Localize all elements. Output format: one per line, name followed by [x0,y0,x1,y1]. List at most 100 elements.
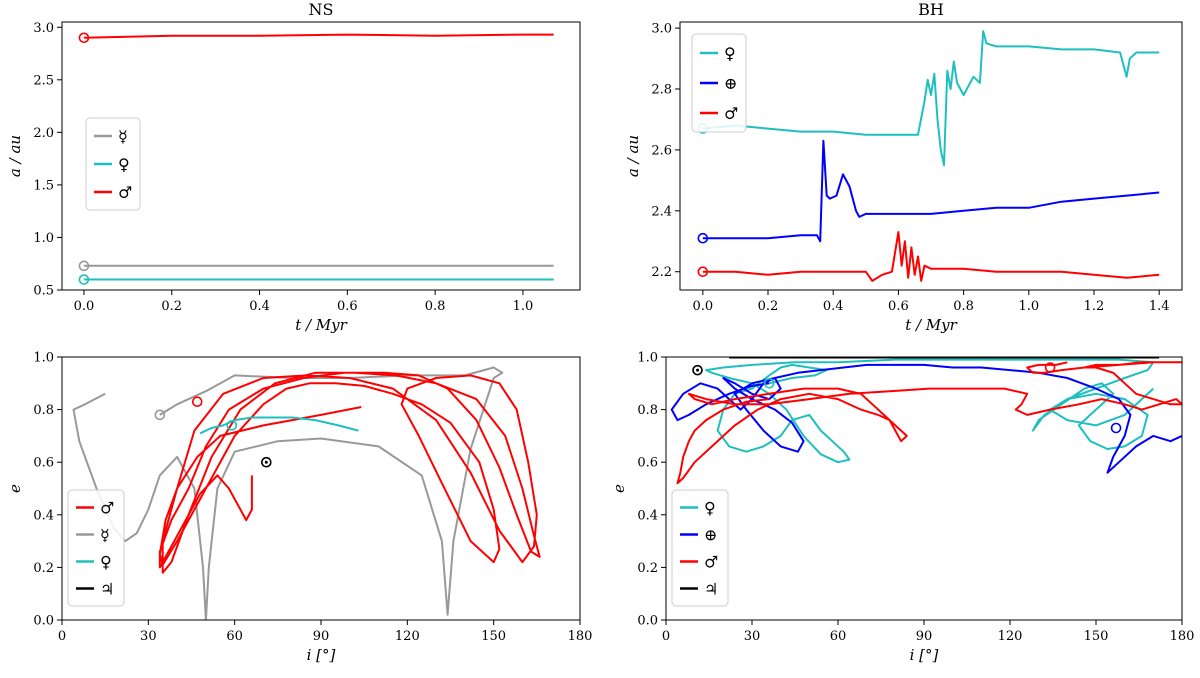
legend-box [67,489,125,607]
series-line-mars [158,371,541,574]
y-axis-label: e [6,484,24,493]
legend-box [85,117,141,211]
y-tick-label: 0.6 [637,456,658,471]
chart-bh_e: 0 30 60 90 120 150 180 0.0 0.2 0.4 0.6 0.8 1.0 i [°] e… [610,351,1194,665]
y-tick-label: 0.2 [33,561,54,576]
x-tick-label: 0.0 [692,299,713,314]
x-tick-label: 0.4 [823,299,844,314]
y-tick-label: 0.6 [33,456,54,471]
x-tick-label: 1.0 [1018,299,1039,314]
chart-ns_a: 0.0 0.2 0.4 0.6 0.8 1.0 0.5 1.0 1.5 2.0 2.5 3.0 NS t … [6,0,581,334]
legend-label: ☿ [118,127,128,146]
legend-label: ♃ [704,580,718,599]
x-tick-label: 0.2 [161,299,182,314]
x-tick-label: 0.6 [888,299,909,314]
start-marker-dot [696,368,700,372]
y-axis-label: a / au [624,135,642,177]
series-line-venus [705,358,1155,464]
y-tick-label: 2.0 [33,126,54,141]
x-tick-label: 0.2 [758,299,779,314]
chart-ns_e: 0 30 60 90 120 150 180 0.0 0.2 0.4 0.6 0.8 1.0 i [°] e… [6,351,592,665]
y-tick-label: 3.0 [651,22,672,37]
y-tick-label: 1.0 [33,231,54,246]
x-tick-label: 60 [830,629,847,644]
y-tick-label: 1.0 [33,351,54,366]
series-group [72,366,541,620]
legend-label: ♂ [100,499,114,518]
y-tick-label: 0.5 [33,284,54,299]
x-tick-label: 90 [916,629,933,644]
start-marker [1044,362,1056,373]
start-marker [692,364,703,376]
y-tick-label: 2.2 [651,265,672,280]
x-tick-label: 0.6 [337,299,358,314]
chart-title: NS [309,0,334,19]
x-tick-label: 1.4 [1149,299,1170,314]
legend-label: ⊕ [724,74,737,93]
legend-label: ♀ [118,155,130,174]
y-tick-label: 0.4 [33,508,54,523]
plot-frame [679,21,1183,291]
legend-label: ⊕ [704,526,717,545]
y-tick-label: 0.8 [637,403,658,418]
series-group [83,33,554,281]
plot-frame [61,21,581,291]
x-axis-label: t / Myr [295,316,347,334]
legend: ♂ ☿ ♀ ♃ [67,489,125,607]
legend-label: ☿ [100,526,110,545]
legend-label: ♂ [704,553,718,572]
legend: ♀ ⊕ ♂ [691,33,747,133]
y-axis-label: e [610,484,628,493]
start-marker [154,409,166,421]
legend-label: ♀ [704,499,716,518]
x-tick-label: 150 [481,629,506,644]
start-marker [697,266,709,278]
x-tick-label: 180 [568,629,593,644]
y-tick-label: 2.5 [33,73,54,88]
series-group [702,30,1160,282]
legend-label: ♂ [724,104,738,123]
series-line-earth [670,363,1182,474]
x-tick-label: 120 [395,629,420,644]
y-tick-label: 2.6 [651,143,672,158]
legend: ☿ ♀ ♂ [85,117,141,211]
start-marker [226,420,238,431]
y-tick-label: 2.4 [651,204,672,219]
legend-label: ♃ [100,580,114,599]
chart-title: BH [918,0,944,19]
x-tick-label: 150 [1084,629,1109,644]
y-tick-label: 0.2 [637,561,658,576]
x-tick-label: 90 [313,629,330,644]
series-line-earth [702,139,1160,243]
legend: ♀ ⊕ ♂ ♃ [671,489,729,607]
y-tick-label: 0.4 [637,508,658,523]
chart-bh_a: 0.0 0.2 0.4 0.6 0.8 1.0 1.2 1.4 2.2 2.4 2.6 2.8 3.0 B… [624,0,1183,334]
start-marker [697,232,709,244]
x-tick-label: 120 [998,629,1023,644]
series-group [670,357,1182,485]
y-tick-label: 2.8 [651,83,672,98]
plot-frame [665,356,1183,621]
x-tick-label: 0.4 [249,299,270,314]
y-tick-label: 0.0 [637,614,658,629]
x-tick-label: 180 [1170,629,1195,644]
x-axis-label: i [°] [910,646,939,664]
series-line-mars [702,231,1160,282]
legend-label: ♂ [118,183,132,202]
start-marker [191,396,203,408]
start-marker [1110,422,1122,434]
x-tick-label: 0.8 [425,299,446,314]
series-line-mars [83,33,554,39]
start-marker [78,274,90,285]
series-line-mars [676,361,1182,485]
start-marker-dot [264,460,268,464]
x-tick-label: 1.0 [513,299,534,314]
x-tick-label: 1.2 [1084,299,1105,314]
y-tick-label: 3.0 [33,21,54,36]
y-tick-label: 0.8 [33,403,54,418]
series-line-venus [199,416,359,435]
x-tick-label: 30 [140,629,157,644]
series-line-venus [702,30,1160,167]
legend-label: ♀ [100,553,112,572]
